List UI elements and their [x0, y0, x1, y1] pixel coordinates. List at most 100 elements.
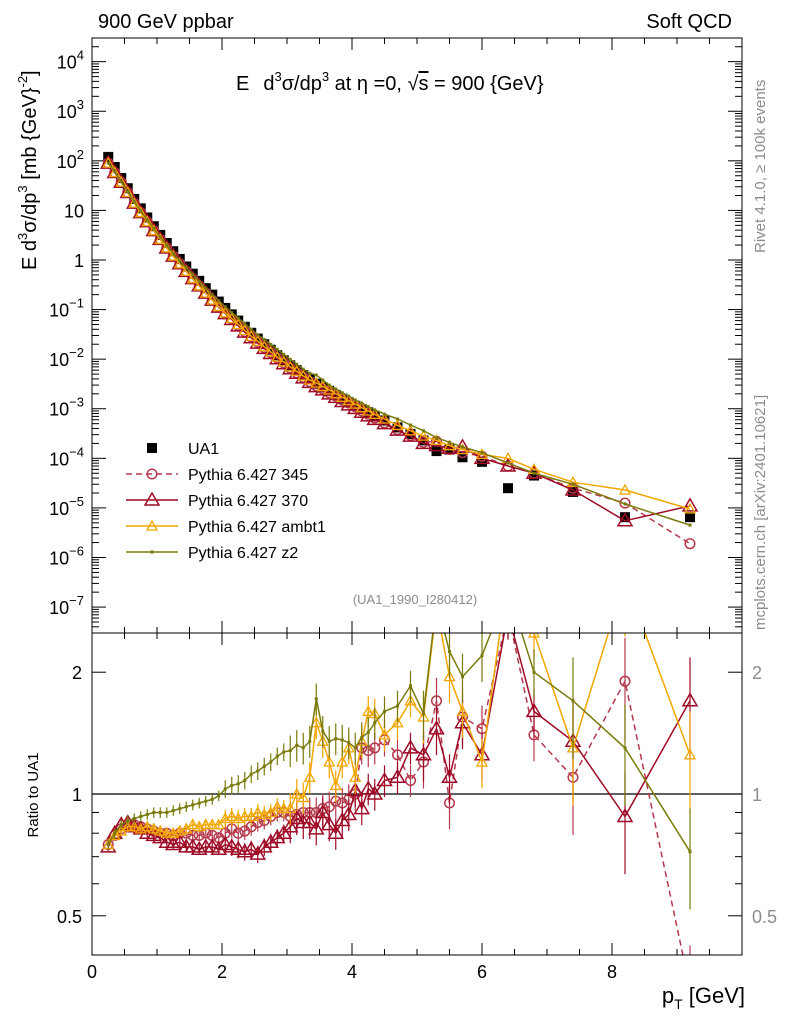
- ratio-point-p370: [320, 816, 338, 831]
- legend-label-p345: Pythia 6.427 345: [188, 467, 308, 484]
- ratio-point-ambt1: [238, 810, 251, 822]
- ratio-point-z2: [256, 769, 260, 773]
- ratio-point-ambt1: [349, 770, 362, 782]
- point-z2: [132, 200, 136, 204]
- point-UA1: [620, 512, 630, 523]
- point-UA1: [503, 483, 513, 494]
- point-ambt1: [121, 186, 134, 198]
- ratio-point-z2: [145, 812, 149, 816]
- ratio-point-p370: [353, 800, 371, 815]
- point-ambt1: [342, 394, 355, 406]
- ratio-line-p345: [107, 633, 684, 955]
- ratio-point-z2: [480, 653, 484, 657]
- ratio-point-ambt1: [128, 820, 141, 832]
- point-z2: [178, 259, 182, 263]
- ratio-point-ambt1: [147, 822, 160, 834]
- point-p370: [145, 222, 163, 237]
- ratio-point-ambt1: [475, 755, 489, 767]
- point-z2: [366, 405, 370, 409]
- ratio-point-p370: [255, 838, 273, 853]
- ratio-point-z2: [165, 811, 169, 815]
- point-p370: [99, 154, 117, 169]
- point-ambt1: [456, 443, 469, 455]
- rivet-label: Rivet 4.1.0, ≥ 100k events: [752, 80, 769, 253]
- ratio-point-ambt1: [620, 574, 630, 583]
- point-ambt1: [232, 318, 245, 330]
- ratio-point-ambt1: [378, 728, 391, 740]
- ratio-point-p370: [501, 606, 515, 618]
- point-UA1: [259, 339, 270, 350]
- ratio-point-p370: [242, 840, 260, 856]
- point-z2: [204, 286, 208, 290]
- point-p370: [210, 298, 228, 313]
- point-ambt1: [212, 300, 225, 312]
- point-p370: [119, 183, 137, 199]
- point-z2: [243, 322, 247, 326]
- ratio-point-ambt1: [297, 791, 310, 803]
- y-tick-label: 1: [74, 251, 84, 271]
- ratio-point-p370: [366, 785, 384, 800]
- point-ambt1: [323, 383, 336, 395]
- analysis-id: (UA1_1990_I280412): [353, 592, 477, 607]
- point-UA1: [252, 333, 263, 344]
- y-axis-label: E d3σ/dp3 [mb {GeV}-2]: [15, 70, 41, 270]
- ratio-point-p370: [171, 833, 189, 848]
- ratio-point-ambt1: [225, 810, 238, 822]
- point-UA1: [330, 389, 341, 400]
- point-z2: [301, 367, 305, 371]
- y-tick-label: 10−3: [49, 395, 84, 420]
- ratio-point-z2: [461, 675, 464, 679]
- ratio-point-z2: [295, 743, 299, 747]
- point-z2: [236, 316, 240, 320]
- ratio-point-z2: [119, 823, 123, 827]
- point-ambt1: [362, 404, 375, 416]
- point-p370: [132, 204, 150, 219]
- legend-label-p370: Pythia 6.427 370: [188, 493, 308, 510]
- point-p370: [158, 239, 176, 254]
- ratio-y-tick-label-right: 1: [752, 785, 762, 805]
- point-z2: [314, 373, 318, 377]
- point-z2: [119, 180, 123, 184]
- point-z2: [571, 482, 575, 486]
- ratio-point-p370: [236, 843, 254, 858]
- ratio-point-p370: [441, 768, 458, 784]
- ratio-point-p370: [281, 818, 299, 833]
- point-z2: [139, 209, 143, 213]
- point-z2: [409, 423, 412, 427]
- ratio-point-z2: [230, 783, 234, 787]
- ratio-point-z2: [301, 746, 305, 750]
- ratio-point-p345: [369, 742, 381, 754]
- point-ambt1: [199, 286, 212, 298]
- point-ambt1: [303, 373, 316, 385]
- ratio-series-group: [99, 574, 699, 955]
- point-ambt1: [147, 224, 160, 236]
- point-UA1: [337, 393, 348, 404]
- point-ambt1: [238, 324, 251, 336]
- ratio-point-p370: [249, 845, 267, 860]
- ratio-point-ambt1: [303, 770, 316, 782]
- y-tick-label: 10−7: [49, 593, 84, 618]
- ratio-point-z2: [132, 816, 136, 820]
- point-ambt1: [336, 390, 349, 402]
- ratio-point-z2: [106, 843, 110, 847]
- axes-group: 0 2 4 6 810410310210110−110−210−310−410−510−…: [49, 37, 777, 982]
- ratio-point-z2: [282, 750, 286, 754]
- point-p370: [564, 481, 582, 496]
- y-tick-label: 10−6: [49, 543, 84, 568]
- point-ambt1: [378, 412, 391, 424]
- ratio-y-axis-label: Ratio to UA1: [25, 752, 42, 837]
- ratio-point-z2: [178, 807, 182, 811]
- point-p370: [125, 194, 143, 209]
- ratio-point-z2: [152, 811, 156, 815]
- ratio-point-p370: [389, 768, 406, 784]
- ratio-point-z2: [223, 787, 227, 791]
- point-p370: [216, 305, 234, 320]
- ratio-point-z2: [507, 588, 510, 591]
- ratio-point-p370: [190, 840, 208, 856]
- ratio-point-p370: [216, 836, 234, 851]
- ratio-point-ambt1: [683, 748, 697, 760]
- point-p370: [415, 434, 432, 450]
- ratio-point-ambt1: [212, 818, 225, 830]
- point-ambt1: [618, 483, 632, 495]
